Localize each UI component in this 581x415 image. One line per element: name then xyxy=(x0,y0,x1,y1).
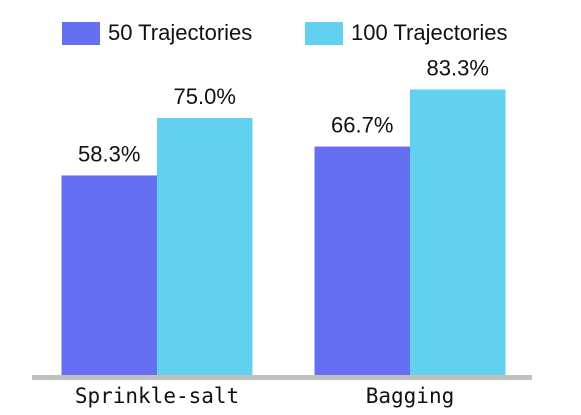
legend-swatch xyxy=(305,22,343,45)
value-label: 75.0% xyxy=(174,84,236,109)
value-label: 83.3% xyxy=(427,55,489,80)
legend-swatch xyxy=(62,22,100,45)
legend-label: 50 Trajectories xyxy=(108,20,252,45)
legend-label: 100 Trajectories xyxy=(351,20,508,45)
value-label: 58.3% xyxy=(78,141,140,166)
value-label: 66.7% xyxy=(331,112,393,137)
bar xyxy=(61,175,157,376)
bar xyxy=(314,146,410,376)
bar xyxy=(157,118,253,376)
x-tick-label: Sprinkle-salt xyxy=(75,384,239,408)
x-tick-label: Bagging xyxy=(366,384,455,408)
bar xyxy=(410,89,506,376)
